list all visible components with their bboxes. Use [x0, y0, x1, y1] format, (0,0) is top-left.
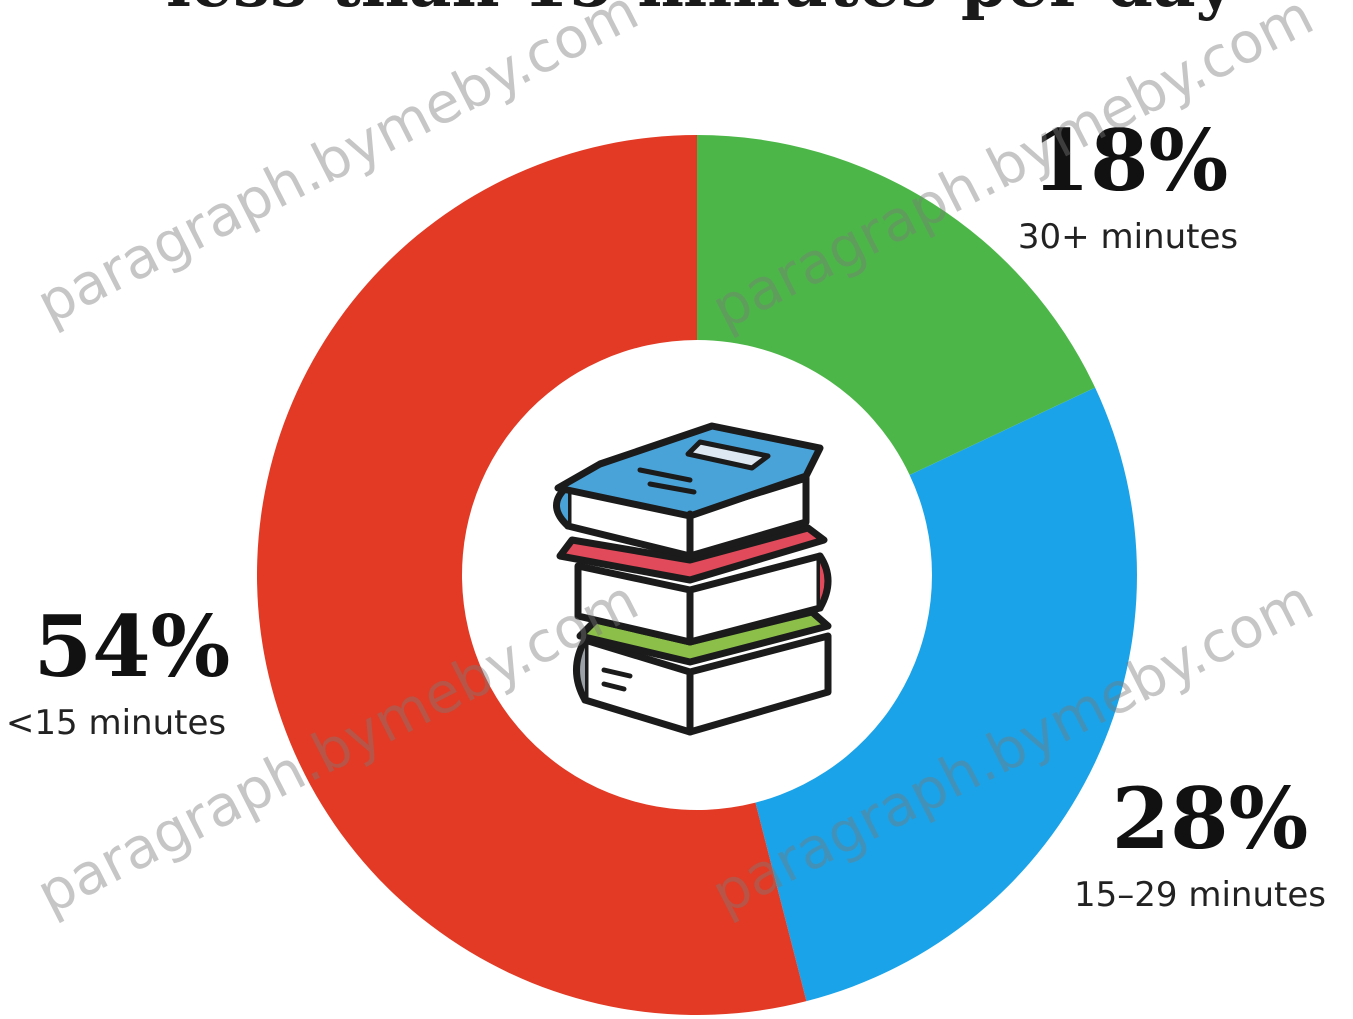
chart-title: less than 15 minutes per day — [166, 0, 1236, 22]
stack-of-books-icon — [553, 422, 832, 736]
slice-value-label: 28% — [1112, 769, 1309, 868]
slice-value-label: 18% — [1032, 111, 1229, 210]
donut-slice-0 — [697, 135, 1096, 475]
donut-slice-2 — [256, 135, 807, 1016]
top-book — [553, 422, 824, 560]
slice-label-under15: 54% <15 minutes — [6, 597, 230, 743]
slice-value-label: 54% — [34, 597, 231, 696]
slice-label-30plus: 18% 30+ minutes — [1018, 111, 1238, 257]
slice-label-15-29: 28% 15–29 minutes — [1074, 769, 1326, 915]
slice-category-label: 30+ minutes — [1018, 217, 1238, 257]
middle-book — [556, 524, 832, 646]
slice-category-label: 15–29 minutes — [1074, 875, 1326, 915]
donut-slices — [256, 135, 1137, 1016]
donut-slice-1 — [755, 387, 1137, 1002]
slice-category-label: <15 minutes — [6, 703, 226, 743]
